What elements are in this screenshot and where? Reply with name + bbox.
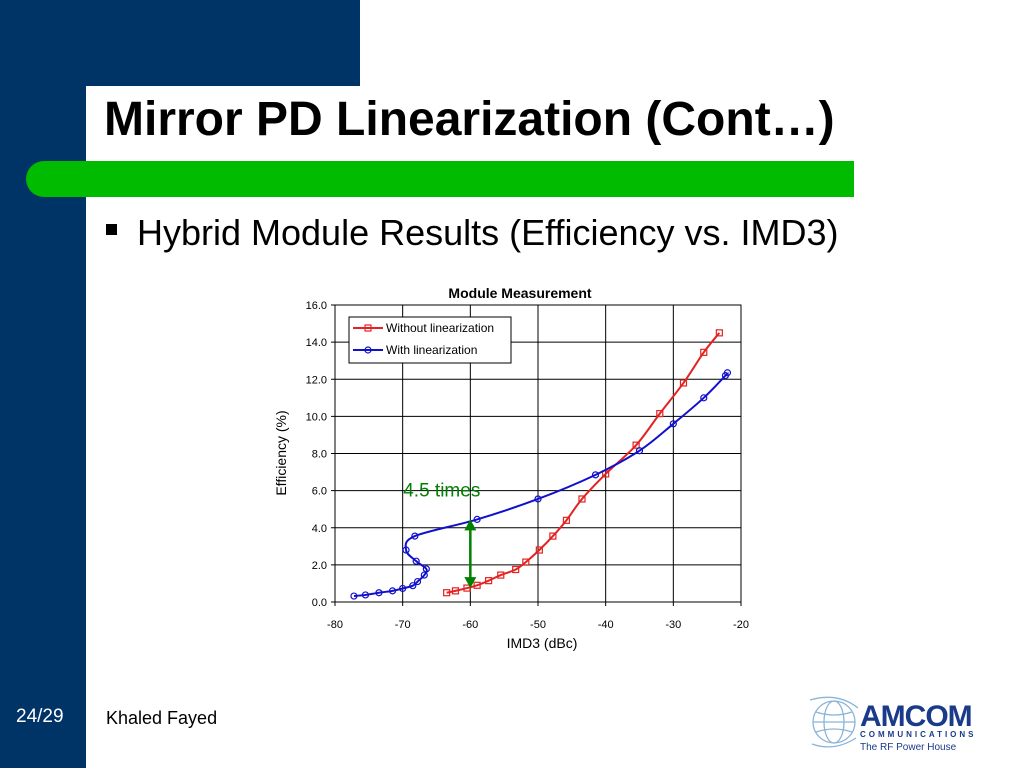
data-point: [420, 571, 428, 579]
x-tick-label: -30: [665, 619, 681, 631]
data-point: [422, 565, 430, 573]
data-point: [700, 348, 708, 356]
y-axis-label: Efficiency (%): [273, 410, 289, 495]
data-point: [562, 516, 571, 524]
y-tick-label: 12.0: [306, 374, 327, 386]
data-point: [409, 582, 417, 590]
data-point: [715, 329, 723, 337]
data-point: [399, 584, 407, 593]
series-line: [446, 332, 721, 594]
legend-box: [348, 316, 512, 364]
y-tick-label: 16.0: [306, 300, 327, 312]
y-tick-label: 2.0: [312, 560, 327, 572]
logo-subtitle: COMMUNICATIONS: [860, 730, 977, 739]
x-tick-label: -20: [733, 619, 749, 631]
y-tick-label: 10.0: [306, 411, 327, 423]
legend-label: Without linearization: [386, 321, 494, 335]
x-tick-label: -80: [327, 619, 343, 631]
title-underline-bar: [26, 161, 854, 197]
header-block: [86, 0, 360, 86]
author-name: Khaled Fayed: [106, 708, 218, 728]
legend-marker: [364, 324, 372, 332]
chart-legend: Without linearization With linearization: [348, 316, 512, 364]
data-point: [635, 447, 644, 455]
x-axis-label: IMD3 (dBc): [507, 635, 578, 651]
data-point: [485, 577, 493, 585]
y-tick-label: 8.0: [312, 449, 327, 461]
data-point: [463, 584, 471, 592]
chart-series: [350, 329, 732, 600]
legend-label: With linearization: [386, 343, 477, 357]
y-tick-label: 14.0: [306, 337, 327, 349]
data-point: [497, 571, 505, 579]
data-point: [412, 557, 420, 565]
annotation-text: 4.5 times: [403, 481, 480, 502]
data-point: [578, 495, 586, 503]
data-point: [402, 546, 410, 554]
data-point: [473, 581, 481, 589]
x-tick-label: -60: [462, 619, 478, 631]
data-point: [413, 577, 422, 586]
data-point: [451, 587, 460, 595]
company-logo: AMCOM COMMUNICATIONS The RF Power House: [808, 684, 1008, 762]
data-point: [375, 589, 383, 597]
bullet-text: Hybrid Module Results (Efficiency vs. IM…: [137, 212, 839, 253]
annotation: 4.5 times: [403, 481, 480, 589]
globe-icon: [809, 696, 859, 748]
data-point: [632, 441, 640, 449]
x-tick-label: -70: [395, 619, 411, 631]
y-tick-label: 4.0: [312, 523, 327, 535]
annotation-arrowhead-down: [464, 577, 477, 589]
data-point: [522, 558, 530, 566]
data-point: [388, 587, 397, 595]
data-point: [534, 495, 542, 503]
y-tick-label: 0.0: [312, 597, 327, 609]
x-tick-label: -50: [530, 619, 546, 631]
square-bullet-icon: [106, 223, 117, 235]
series-without-linearization: [443, 329, 723, 597]
data-point: [656, 409, 664, 418]
data-point: [700, 394, 708, 402]
logo-tagline: The RF Power House: [860, 742, 957, 753]
page-title: Mirror PD Linearization (Cont…): [104, 93, 835, 146]
data-point: [723, 369, 732, 377]
data-point: [361, 591, 370, 599]
data-point: [443, 589, 451, 597]
x-tick-label: -40: [598, 619, 614, 631]
series-line: [353, 371, 729, 598]
data-point: [473, 515, 481, 523]
y-tick-label: 6.0: [312, 486, 327, 498]
page-number: 24/29: [16, 706, 64, 727]
data-point: [350, 592, 358, 600]
sidebar-band: [0, 0, 86, 768]
y-axis-ticks: 0.0 2.0 4.0 6.0 8.0 10.0 12.0 14.0 16.0: [306, 300, 335, 609]
logo-brand: AMCOM: [860, 700, 973, 733]
data-point: [535, 546, 543, 554]
data-point: [669, 420, 677, 428]
x-axis-ticks: -80 -70 -60 -50 -40 -30 -20: [327, 602, 749, 631]
series-with-linearization: [350, 369, 732, 600]
legend-item: Without linearization: [353, 321, 494, 335]
legend-item: With linearization: [353, 343, 477, 357]
data-point: [591, 471, 600, 479]
data-point: [411, 532, 419, 540]
chart-title: Module Measurement: [448, 285, 591, 301]
bullet-item: Hybrid Module Results (Efficiency vs. IM…: [106, 212, 839, 254]
data-point: [679, 379, 688, 387]
data-point: [549, 532, 557, 540]
legend-marker: [364, 346, 372, 354]
data-point: [512, 565, 520, 574]
annotation-arrowhead-up: [464, 519, 477, 531]
